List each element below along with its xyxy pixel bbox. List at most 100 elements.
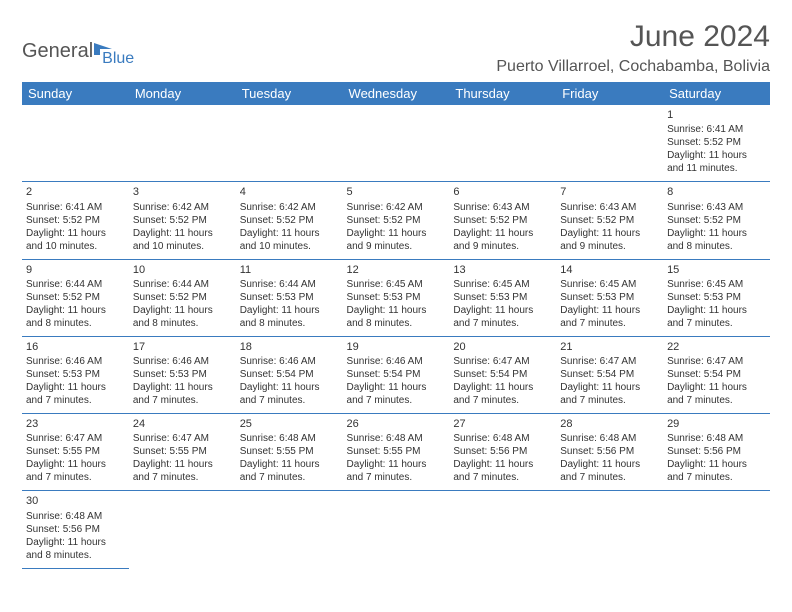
sunrise-text: Sunrise: 6:43 AM xyxy=(560,201,659,214)
daylight-text: Daylight: 11 hours and 9 minutes. xyxy=(347,227,446,253)
sunset-text: Sunset: 5:52 PM xyxy=(133,214,232,227)
logo: General Blue xyxy=(22,34,134,68)
sunset-text: Sunset: 5:52 PM xyxy=(667,214,766,227)
day-number: 9 xyxy=(26,263,125,277)
daylight-text: Daylight: 11 hours and 7 minutes. xyxy=(560,381,659,407)
sunrise-text: Sunrise: 6:48 AM xyxy=(347,432,446,445)
calendar-cell: 24Sunrise: 6:47 AMSunset: 5:55 PMDayligh… xyxy=(129,414,236,491)
sunset-text: Sunset: 5:54 PM xyxy=(347,368,446,381)
calendar-cell: 19Sunrise: 6:46 AMSunset: 5:54 PMDayligh… xyxy=(343,336,450,413)
weekday-header: Friday xyxy=(556,82,663,105)
calendar-cell: 3Sunrise: 6:42 AMSunset: 5:52 PMDaylight… xyxy=(129,182,236,259)
calendar-cell: 30Sunrise: 6:48 AMSunset: 5:56 PMDayligh… xyxy=(22,491,129,568)
calendar-cell xyxy=(556,105,663,182)
daylight-text: Daylight: 11 hours and 7 minutes. xyxy=(453,458,552,484)
calendar-cell: 15Sunrise: 6:45 AMSunset: 5:53 PMDayligh… xyxy=(663,259,770,336)
calendar-row: 2Sunrise: 6:41 AMSunset: 5:52 PMDaylight… xyxy=(22,182,770,259)
sunrise-text: Sunrise: 6:43 AM xyxy=(667,201,766,214)
sunset-text: Sunset: 5:54 PM xyxy=(453,368,552,381)
sunrise-text: Sunrise: 6:42 AM xyxy=(240,201,339,214)
calendar-cell: 12Sunrise: 6:45 AMSunset: 5:53 PMDayligh… xyxy=(343,259,450,336)
sunrise-text: Sunrise: 6:44 AM xyxy=(133,278,232,291)
sunrise-text: Sunrise: 6:45 AM xyxy=(667,278,766,291)
daylight-text: Daylight: 11 hours and 8 minutes. xyxy=(667,227,766,253)
sunrise-text: Sunrise: 6:41 AM xyxy=(26,201,125,214)
day-number: 27 xyxy=(453,417,552,431)
daylight-text: Daylight: 11 hours and 7 minutes. xyxy=(240,458,339,484)
sunrise-text: Sunrise: 6:47 AM xyxy=(560,355,659,368)
day-number: 22 xyxy=(667,340,766,354)
daylight-text: Daylight: 11 hours and 7 minutes. xyxy=(453,304,552,330)
sunset-text: Sunset: 5:55 PM xyxy=(133,445,232,458)
calendar-cell: 2Sunrise: 6:41 AMSunset: 5:52 PMDaylight… xyxy=(22,182,129,259)
calendar-cell: 16Sunrise: 6:46 AMSunset: 5:53 PMDayligh… xyxy=(22,336,129,413)
calendar-header: Sunday Monday Tuesday Wednesday Thursday… xyxy=(22,82,770,105)
calendar-cell: 29Sunrise: 6:48 AMSunset: 5:56 PMDayligh… xyxy=(663,414,770,491)
calendar-cell xyxy=(343,491,450,568)
calendar-cell xyxy=(22,105,129,182)
sunset-text: Sunset: 5:52 PM xyxy=(240,214,339,227)
daylight-text: Daylight: 11 hours and 9 minutes. xyxy=(560,227,659,253)
day-number: 2 xyxy=(26,185,125,199)
calendar-cell: 23Sunrise: 6:47 AMSunset: 5:55 PMDayligh… xyxy=(22,414,129,491)
sunset-text: Sunset: 5:53 PM xyxy=(560,291,659,304)
weekday-header: Thursday xyxy=(449,82,556,105)
day-number: 7 xyxy=(560,185,659,199)
calendar-cell: 21Sunrise: 6:47 AMSunset: 5:54 PMDayligh… xyxy=(556,336,663,413)
sunrise-text: Sunrise: 6:45 AM xyxy=(560,278,659,291)
day-number: 23 xyxy=(26,417,125,431)
calendar-cell: 27Sunrise: 6:48 AMSunset: 5:56 PMDayligh… xyxy=(449,414,556,491)
day-number: 17 xyxy=(133,340,232,354)
calendar-cell: 5Sunrise: 6:42 AMSunset: 5:52 PMDaylight… xyxy=(343,182,450,259)
calendar-cell: 14Sunrise: 6:45 AMSunset: 5:53 PMDayligh… xyxy=(556,259,663,336)
calendar-cell: 26Sunrise: 6:48 AMSunset: 5:55 PMDayligh… xyxy=(343,414,450,491)
calendar-body: 1Sunrise: 6:41 AMSunset: 5:52 PMDaylight… xyxy=(22,105,770,568)
sunset-text: Sunset: 5:52 PM xyxy=(667,136,766,149)
logo-text-general: General xyxy=(22,40,93,63)
sunrise-text: Sunrise: 6:47 AM xyxy=(453,355,552,368)
sunrise-text: Sunrise: 6:48 AM xyxy=(560,432,659,445)
day-number: 18 xyxy=(240,340,339,354)
calendar-cell: 11Sunrise: 6:44 AMSunset: 5:53 PMDayligh… xyxy=(236,259,343,336)
day-number: 12 xyxy=(347,263,446,277)
day-number: 15 xyxy=(667,263,766,277)
sunset-text: Sunset: 5:55 PM xyxy=(347,445,446,458)
day-number: 10 xyxy=(133,263,232,277)
calendar-cell xyxy=(449,105,556,182)
logo-text-blue: Blue xyxy=(102,50,134,68)
weekday-header: Saturday xyxy=(663,82,770,105)
calendar-table: Sunday Monday Tuesday Wednesday Thursday… xyxy=(22,82,770,569)
day-number: 21 xyxy=(560,340,659,354)
calendar-cell: 9Sunrise: 6:44 AMSunset: 5:52 PMDaylight… xyxy=(22,259,129,336)
sunset-text: Sunset: 5:52 PM xyxy=(560,214,659,227)
calendar-row: 1Sunrise: 6:41 AMSunset: 5:52 PMDaylight… xyxy=(22,105,770,182)
sunrise-text: Sunrise: 6:45 AM xyxy=(347,278,446,291)
calendar-cell: 18Sunrise: 6:46 AMSunset: 5:54 PMDayligh… xyxy=(236,336,343,413)
weekday-header: Sunday xyxy=(22,82,129,105)
day-number: 20 xyxy=(453,340,552,354)
calendar-cell: 7 Sunrise: 6:43 AMSunset: 5:52 PMDaylight… xyxy=(556,182,663,259)
calendar-cell xyxy=(236,105,343,182)
daylight-text: Daylight: 11 hours and 7 minutes. xyxy=(667,304,766,330)
daylight-text: Daylight: 11 hours and 7 minutes. xyxy=(560,304,659,330)
daylight-text: Daylight: 11 hours and 7 minutes. xyxy=(667,458,766,484)
calendar-cell xyxy=(343,105,450,182)
sunset-text: Sunset: 5:53 PM xyxy=(133,368,232,381)
calendar-cell: 22Sunrise: 6:47 AMSunset: 5:54 PMDayligh… xyxy=(663,336,770,413)
day-number: 19 xyxy=(347,340,446,354)
daylight-text: Daylight: 11 hours and 7 minutes. xyxy=(133,381,232,407)
header: General Blue June 2024 Puerto Villarroel… xyxy=(22,20,770,76)
sunset-text: Sunset: 5:53 PM xyxy=(453,291,552,304)
sunset-text: Sunset: 5:53 PM xyxy=(26,368,125,381)
sunset-text: Sunset: 5:52 PM xyxy=(26,291,125,304)
day-number: 26 xyxy=(347,417,446,431)
calendar-cell xyxy=(449,491,556,568)
sunrise-text: Sunrise: 6:48 AM xyxy=(667,432,766,445)
sunrise-text: Sunrise: 6:44 AM xyxy=(26,278,125,291)
daylight-text: Daylight: 11 hours and 7 minutes. xyxy=(347,458,446,484)
calendar-cell: 13Sunrise: 6:45 AMSunset: 5:53 PMDayligh… xyxy=(449,259,556,336)
sunrise-text: Sunrise: 6:48 AM xyxy=(453,432,552,445)
sunrise-text: Sunrise: 6:46 AM xyxy=(26,355,125,368)
day-number: 6 xyxy=(453,185,552,199)
daylight-text: Daylight: 11 hours and 7 minutes. xyxy=(26,458,125,484)
